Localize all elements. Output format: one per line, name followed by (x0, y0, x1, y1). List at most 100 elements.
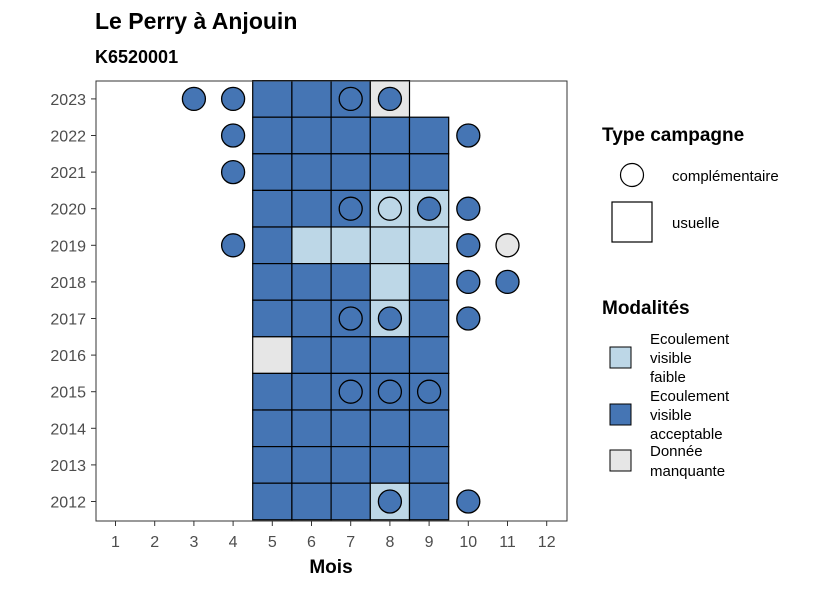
heatmap-tile-2015-5 (252, 372, 293, 411)
heatmap-tile-2016-7 (330, 336, 371, 374)
y-tick-label-2019: 2019 (50, 238, 86, 255)
y-tick-label-2015: 2015 (50, 385, 86, 402)
heatmap-tile-2021-7 (330, 153, 371, 192)
x-axis: 1 2 3 4 5 6 7 8 9 10 11 12 (111, 521, 556, 551)
heatmap-tile-2014-7 (330, 409, 371, 448)
heatmap-tile-2022-7 (330, 116, 371, 155)
campaign-point-2012-8 (377, 489, 403, 514)
heatmap-tile-2012-5 (252, 482, 293, 521)
legend-modalites: Modalités Ecoulement visible faible Ecou… (602, 298, 730, 480)
legend-type-label-complementaire: complémentaire (672, 168, 779, 185)
heatmap-tile-2019-9 (408, 226, 450, 265)
legend-label-faible-1: Ecoulement (650, 331, 730, 348)
legend-type-title: Type campagne (602, 125, 744, 146)
campaign-point-2022-4 (220, 123, 246, 148)
y-tick-label-2022: 2022 (50, 129, 86, 146)
heatmap-tile-2014-5 (252, 409, 293, 448)
heatmap-tile-2022-8 (369, 116, 411, 155)
y-tick-label-2018: 2018 (50, 275, 86, 292)
x-tick-label-4: 4 (229, 534, 238, 551)
heatmap-tile-2021-5 (252, 153, 293, 192)
chart-title: Le Perry à Anjouin (95, 8, 297, 34)
chart-subtitle: K6520001 (95, 47, 178, 67)
heatmap-tile-2021-9 (408, 153, 450, 192)
heatmap-tile-2017-9 (408, 299, 450, 338)
campaign-point-2015-9 (416, 379, 442, 404)
campaign-point-2021-4 (220, 159, 246, 185)
x-tick-label-7: 7 (346, 534, 355, 551)
heatmap-tile-2013-7 (330, 446, 371, 484)
heatmap-tile-2020-6 (291, 189, 332, 228)
campaign-point-2019-4 (220, 233, 246, 258)
x-tick-label-12: 12 (538, 534, 556, 551)
campaign-point-2023-3 (181, 86, 207, 112)
heatmap-tile-2014-8 (369, 409, 411, 448)
heatmap-tile-2019-6 (291, 226, 332, 265)
heatmap-tile-2019-7 (330, 226, 371, 265)
heatmap-tile-2013-6 (291, 446, 332, 484)
campaign-point-2017-8 (377, 306, 403, 331)
heatmap-tile-2012-7 (330, 482, 371, 521)
campaign-point-2019-10 (456, 233, 481, 258)
x-tick-label-9: 9 (425, 534, 434, 551)
campaign-point-2015-8 (377, 379, 403, 404)
y-axis: 2012 2013 2014 2015 2016 2017 2018 2019 2020 2021… (50, 92, 96, 512)
heatmap-tile-2015-6 (291, 372, 332, 411)
legend-label-acceptable-1: Ecoulement (650, 388, 730, 405)
x-tick-label-10: 10 (459, 534, 477, 551)
campaign-point-2015-7 (338, 379, 363, 404)
campaign-point-2018-10 (456, 269, 481, 295)
campaign-point-2022-10 (456, 123, 481, 148)
legend-label-acceptable-3: acceptable (650, 426, 723, 443)
heatmap-tile-2020-5 (252, 189, 293, 228)
campaign-point-2023-8 (377, 86, 403, 112)
heatmap-tile-2019-5 (252, 226, 293, 265)
legend-label-faible-3: faible (650, 369, 686, 386)
x-tick-label-6: 6 (307, 534, 316, 551)
heatmap-tile-2013-9 (408, 446, 450, 484)
legend-label-acceptable-2: visible (650, 407, 692, 424)
legend-type-campagne: Type campagne complémentaire usuelle (602, 125, 779, 243)
heatmap-tile-2023-5 (252, 79, 293, 118)
tiles-layer (252, 79, 450, 521)
campaign-point-2023-4 (220, 86, 246, 112)
y-tick-label-2016: 2016 (50, 348, 86, 365)
plot-border (95, 80, 568, 522)
x-tick-label-5: 5 (268, 534, 277, 551)
legend-type-label-usuelle: usuelle (672, 215, 720, 232)
campaign-point-2012-10 (456, 489, 481, 514)
x-tick-label-3: 3 (189, 534, 198, 551)
campaign-point-2018-11 (495, 269, 520, 295)
x-tick-label-2: 2 (150, 534, 159, 551)
legend-label-faible-2: visible (650, 350, 692, 367)
y-tick-label-2014: 2014 (50, 421, 86, 438)
legend-label-manquante-2: manquante (650, 463, 725, 480)
heatmap-tile-2018-7 (330, 263, 371, 301)
campaign-point-2019-11 (495, 233, 520, 258)
heatmap-tile-2018-9 (408, 263, 450, 301)
legend-swatch-faible (609, 346, 632, 369)
heatmap-tile-2016-8 (369, 336, 411, 374)
legend-swatch-acceptable (609, 403, 632, 426)
campaign-point-2023-7 (338, 86, 363, 112)
y-tick-label-2021: 2021 (50, 165, 86, 182)
heatmap-tile-2016-9 (408, 336, 450, 374)
heatmap-tile-2012-9 (408, 482, 450, 521)
campaign-point-2020-10 (456, 196, 481, 221)
heatmap-tile-2023-6 (291, 79, 332, 118)
legend-label-manquante-1: Donnée (650, 443, 703, 460)
campaign-point-2017-10 (456, 306, 481, 331)
x-tick-label-8: 8 (385, 534, 394, 551)
legend-modalites-title: Modalités (602, 298, 690, 319)
points-layer (181, 86, 520, 514)
y-tick-label-2020: 2020 (50, 202, 86, 219)
x-tick-label-1: 1 (111, 534, 120, 551)
legend-circle-symbol (619, 162, 645, 188)
campaign-point-2020-7 (338, 196, 363, 221)
heatmap-tile-2013-8 (369, 446, 411, 484)
legend-swatch-manquante (609, 449, 632, 472)
heatmap-tile-2021-6 (291, 153, 332, 192)
heatmap-tile-2014-9 (408, 409, 450, 448)
heatmap-tile-2018-6 (291, 263, 332, 301)
campaign-point-2017-7 (338, 306, 363, 331)
